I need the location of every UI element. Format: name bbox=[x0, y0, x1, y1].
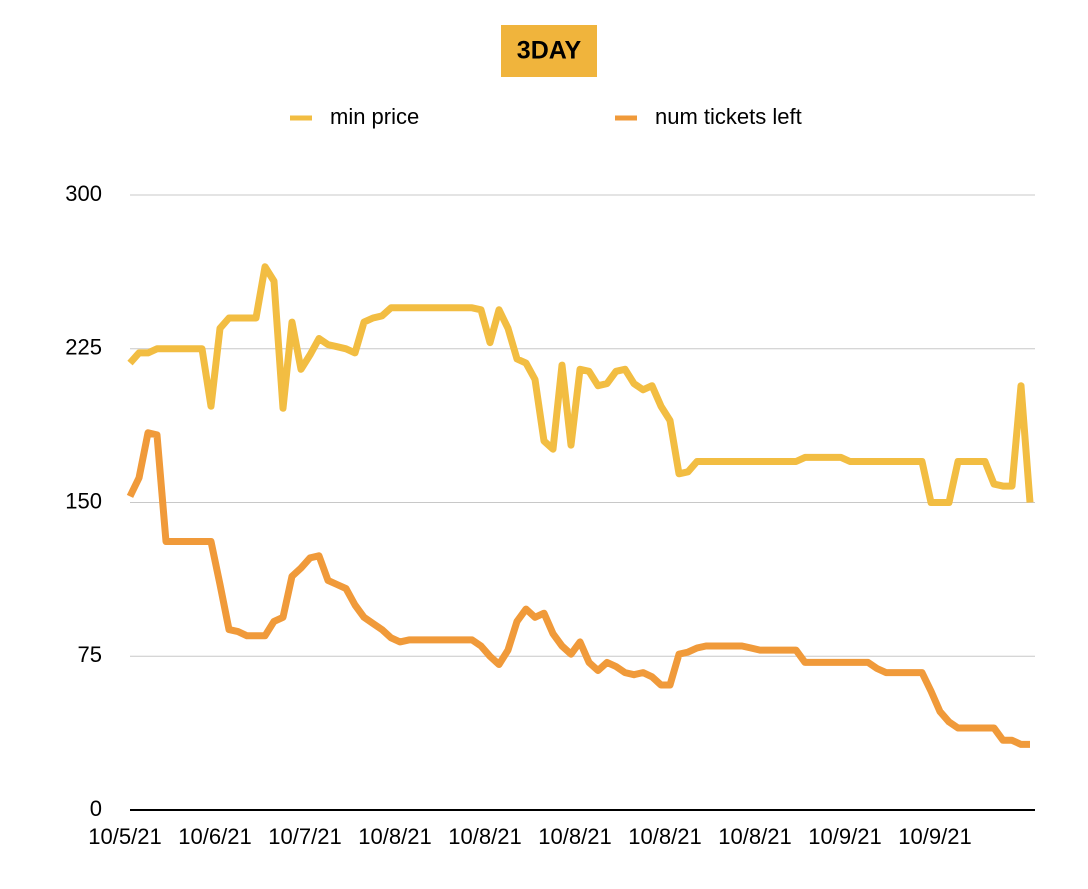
x-tick-label: 10/8/21 bbox=[718, 824, 791, 849]
legend-label: min price bbox=[330, 104, 419, 129]
x-tick-label: 10/5/21 bbox=[88, 824, 161, 849]
y-tick-label: 225 bbox=[65, 335, 102, 360]
x-tick-label: 10/8/21 bbox=[538, 824, 611, 849]
chart-title: 3DAY bbox=[517, 37, 582, 65]
title-box bbox=[501, 25, 597, 77]
x-tick-label: 10/8/21 bbox=[358, 824, 431, 849]
x-tick-label: 10/9/21 bbox=[808, 824, 881, 849]
x-tick-label: 10/6/21 bbox=[178, 824, 251, 849]
line-series bbox=[126, 429, 1030, 748]
y-tick-label: 150 bbox=[65, 488, 102, 513]
y-tick-label: 75 bbox=[78, 642, 102, 667]
x-tick-label: 10/9/21 bbox=[898, 824, 971, 849]
x-tick-label: 10/8/21 bbox=[448, 824, 521, 849]
x-tick-label: 10/8/21 bbox=[628, 824, 701, 849]
line-series bbox=[127, 263, 1034, 506]
y-tick-label: 300 bbox=[65, 181, 102, 206]
y-tick-label: 0 bbox=[90, 796, 102, 821]
legend-label: num tickets left bbox=[655, 104, 802, 129]
x-tick-label: 10/7/21 bbox=[268, 824, 341, 849]
